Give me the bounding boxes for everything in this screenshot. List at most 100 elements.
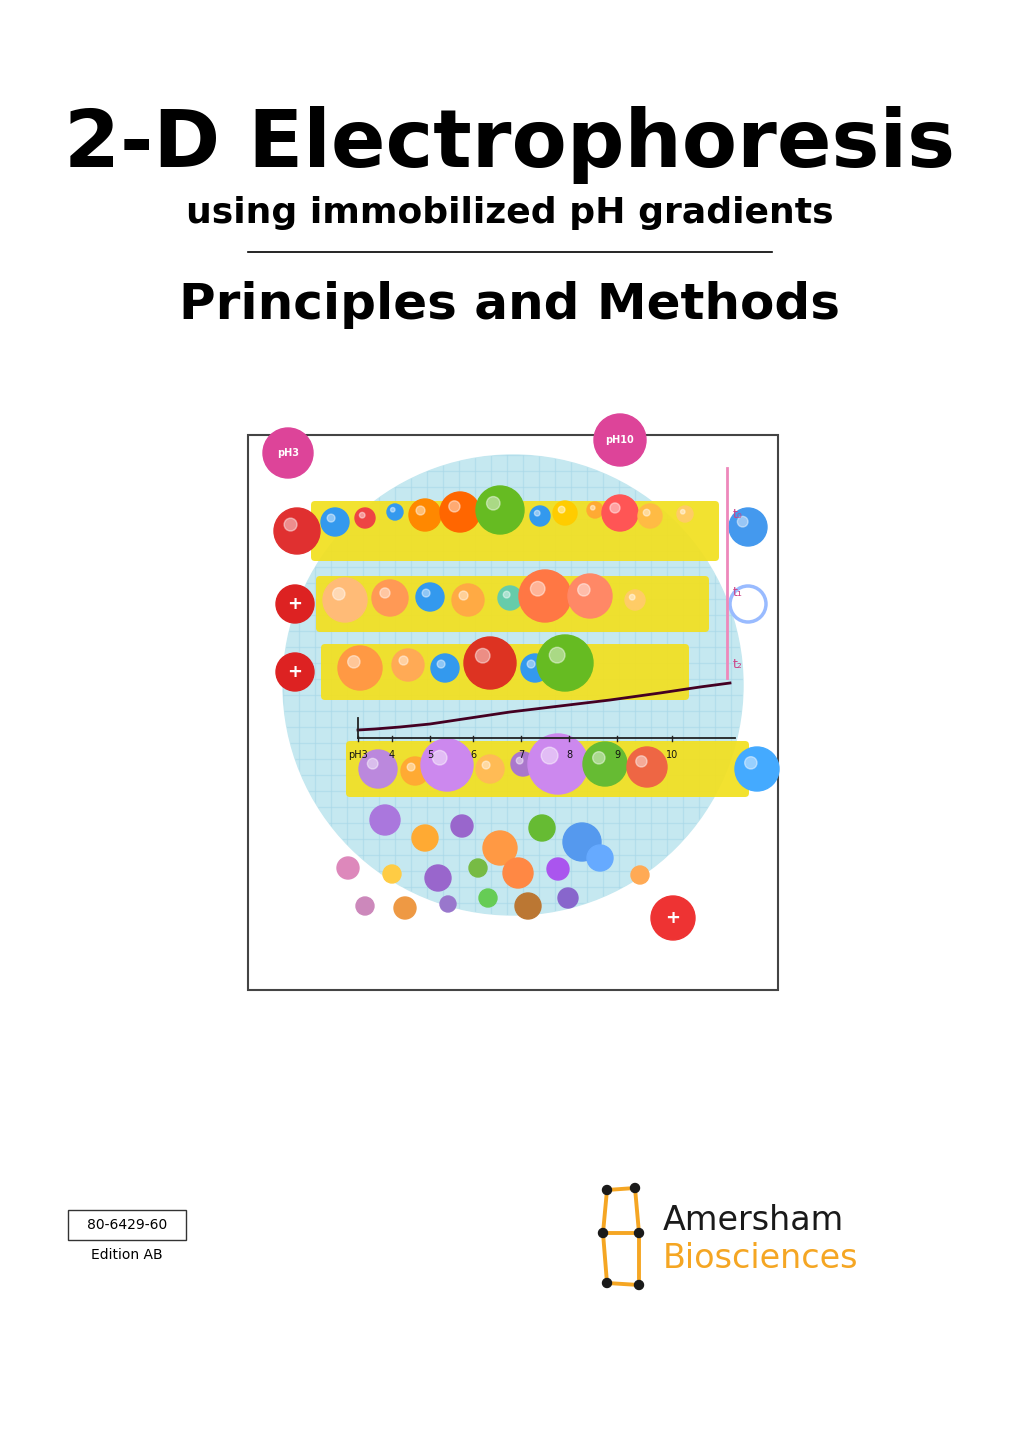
Circle shape [379,588,389,598]
Text: 7: 7 [518,750,524,760]
Circle shape [557,507,565,513]
Text: 4: 4 [388,750,394,760]
Circle shape [511,752,535,776]
Text: +: + [287,662,303,681]
Text: +: + [664,909,680,927]
Circle shape [359,513,365,518]
Circle shape [527,660,535,668]
Circle shape [735,747,779,791]
Circle shape [592,752,604,765]
Circle shape [367,759,378,769]
Circle shape [677,505,692,521]
Circle shape [459,590,468,600]
Text: t₁: t₁ [733,586,742,599]
Circle shape [643,510,649,516]
Circle shape [382,865,400,883]
Circle shape [609,503,620,513]
Circle shape [359,750,396,788]
Circle shape [263,428,313,478]
Circle shape [634,1280,643,1289]
Circle shape [602,1185,611,1195]
Circle shape [416,505,425,516]
Circle shape [530,505,549,526]
Circle shape [516,757,523,765]
Circle shape [321,508,348,536]
Circle shape [631,865,648,884]
Circle shape [650,896,694,940]
Circle shape [497,586,522,611]
Circle shape [370,805,399,835]
Circle shape [625,590,644,611]
Bar [248,435,777,991]
Circle shape [475,648,489,662]
Text: pH10: pH10 [605,435,634,445]
Circle shape [332,588,344,600]
Circle shape [562,824,600,861]
Circle shape [450,815,473,837]
Circle shape [451,585,484,616]
Circle shape [386,504,403,520]
Text: Edition AB: Edition AB [91,1248,163,1261]
Circle shape [439,896,455,912]
Circle shape [372,580,408,616]
Circle shape [432,750,446,765]
Circle shape [323,577,367,622]
Circle shape [536,635,592,691]
Circle shape [407,763,415,770]
Text: Biosciences: Biosciences [662,1241,858,1274]
Text: t₀: t₀ [733,507,742,520]
Circle shape [479,888,496,907]
Text: Principles and Methods: Principles and Methods [179,281,840,328]
Circle shape [486,497,499,510]
Circle shape [425,865,450,891]
Circle shape [534,510,539,516]
Circle shape [421,739,473,791]
Circle shape [541,747,557,765]
Circle shape [448,501,460,513]
Circle shape [356,897,374,914]
Text: 8: 8 [566,750,572,760]
Circle shape [390,507,394,513]
Circle shape [327,514,334,521]
Circle shape [729,508,766,546]
Circle shape [529,815,554,841]
Text: +: + [287,595,303,613]
Circle shape [469,860,486,877]
Circle shape [476,755,503,783]
FancyBboxPatch shape [311,501,718,562]
FancyBboxPatch shape [316,576,708,632]
Circle shape [284,518,297,531]
Circle shape [583,742,627,786]
Circle shape [634,1228,643,1237]
Text: 9: 9 [613,750,620,760]
Circle shape [393,897,416,919]
Text: 6: 6 [470,750,476,760]
Circle shape [577,583,589,596]
Circle shape [549,648,565,662]
Circle shape [276,652,314,691]
Circle shape [398,657,408,665]
Circle shape [627,747,666,788]
Circle shape [601,495,637,531]
Circle shape [476,487,524,534]
Circle shape [635,756,646,768]
FancyBboxPatch shape [345,742,748,796]
Circle shape [502,592,510,598]
Circle shape [439,492,480,531]
Circle shape [347,655,360,668]
Text: 10: 10 [665,750,678,760]
Circle shape [282,455,742,914]
Circle shape [528,734,587,793]
Circle shape [337,647,382,690]
Circle shape [568,575,611,618]
Text: pH3: pH3 [277,448,299,458]
Circle shape [274,508,320,554]
Circle shape [276,585,314,624]
Circle shape [737,517,747,527]
Circle shape [391,649,424,681]
Circle shape [586,503,602,518]
Circle shape [521,654,548,683]
Text: 5: 5 [427,750,433,760]
Circle shape [412,825,437,851]
Circle shape [602,1279,611,1287]
